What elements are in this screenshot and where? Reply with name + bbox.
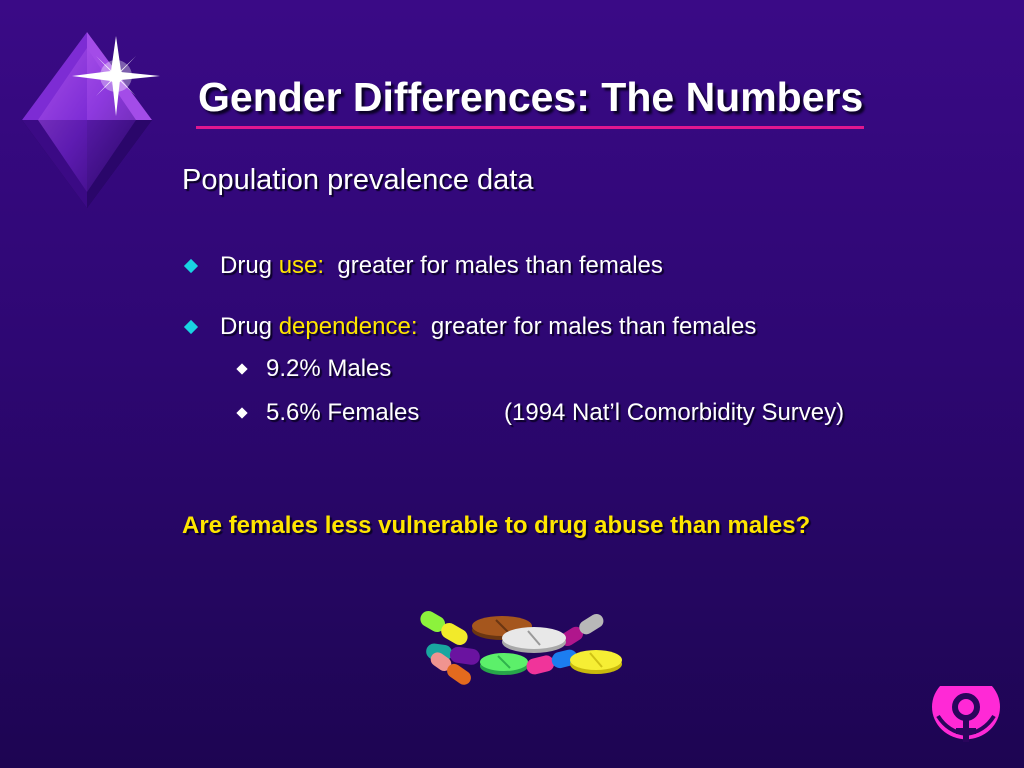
pills-capsules-icon — [420, 611, 622, 685]
bullet-prefix: Drug — [220, 252, 279, 279]
survey-citation: (1994 Nat’l Comorbidity Survey) — [504, 399, 845, 426]
sub-bullet-text: 5.6% Females — [266, 399, 420, 426]
sub-bullet-text: 9.2% Males — [266, 355, 392, 382]
female-symbol-icon — [932, 686, 1000, 742]
bullet-colon: : — [317, 252, 325, 279]
bullet-colon: : — [410, 313, 418, 340]
bullet-highlight: use — [278, 252, 318, 279]
bullet-rest: greater for males than females — [324, 252, 663, 279]
diamond-sub-bullet-icon — [236, 363, 248, 375]
diamond-bullet-icon — [183, 258, 199, 274]
slide-subtitle: Population prevalence data — [182, 164, 534, 196]
slide-title: Gender Differences: The Numbers — [198, 74, 864, 120]
bullet-drug-use: Drug use: greater for males than females — [183, 252, 663, 280]
bullet-rest: greater for males than females — [417, 313, 757, 340]
diamond-sparkle-logo-icon — [22, 32, 160, 208]
diamond-sub-bullet-icon — [236, 407, 248, 419]
bullet-prefix: Drug — [220, 313, 279, 340]
bullet-drug-dependence: Drug dependence: greater for males than … — [183, 313, 757, 341]
diamond-bullet-icon — [183, 319, 199, 335]
sub-bullet-males: 9.2% Males — [236, 355, 392, 383]
sub-bullet-females: 5.6% Females (1994 Nat’l Comorbidity Sur… — [236, 399, 844, 427]
bullet-highlight: dependence — [278, 313, 411, 340]
question-callout: Are females less vulnerable to drug abus… — [182, 512, 811, 539]
title-underline — [196, 126, 864, 129]
